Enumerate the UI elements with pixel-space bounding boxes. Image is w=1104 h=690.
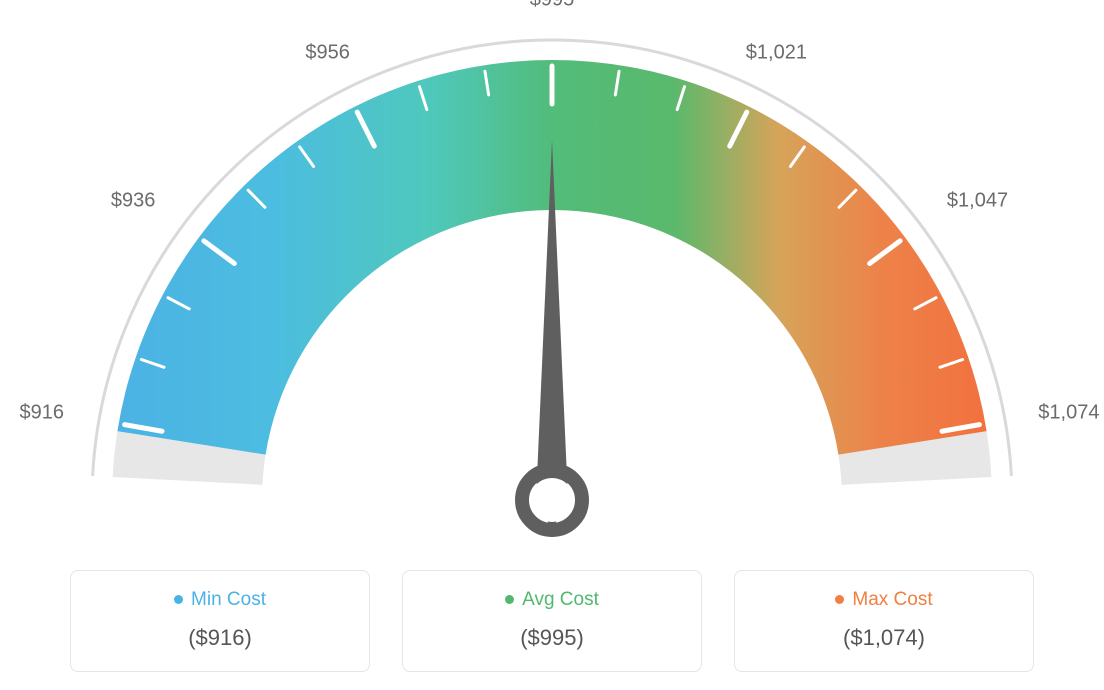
gauge-chart: $916 $936 $956 $995 $1,021 $1,047 $1,074: [0, 0, 1104, 560]
legend-value-min: ($916): [71, 625, 369, 651]
dot-avg: [505, 595, 514, 604]
legend-card-min: Min Cost ($916): [70, 570, 370, 672]
gauge-svg: [0, 0, 1104, 560]
gauge-tick-label: $1,021: [746, 42, 807, 65]
legend-card-max: Max Cost ($1,074): [734, 570, 1034, 672]
legend-value-max: ($1,074): [735, 625, 1033, 651]
gauge-tick-label: $936: [111, 190, 156, 213]
legend-title-avg: Avg Cost: [403, 589, 701, 611]
gauge-tick-label: $956: [305, 42, 350, 65]
legend-title-max: Max Cost: [735, 589, 1033, 611]
legend-row: Min Cost ($916) Avg Cost ($995) Max Cost…: [0, 570, 1104, 672]
legend-label-avg: Avg Cost: [522, 589, 599, 610]
gauge-tick-label: $1,074: [1038, 402, 1099, 425]
dot-max: [835, 595, 844, 604]
gauge-tick-label: $916: [20, 402, 64, 425]
legend-card-avg: Avg Cost ($995): [402, 570, 702, 672]
legend-label-min: Min Cost: [191, 589, 266, 610]
gauge-tick-label: $995: [530, 0, 575, 12]
dot-min: [174, 595, 183, 604]
gauge-tick-label: $1,047: [947, 190, 1008, 213]
legend-label-max: Max Cost: [852, 589, 932, 610]
legend-value-avg: ($995): [403, 625, 701, 651]
legend-title-min: Min Cost: [71, 589, 369, 611]
